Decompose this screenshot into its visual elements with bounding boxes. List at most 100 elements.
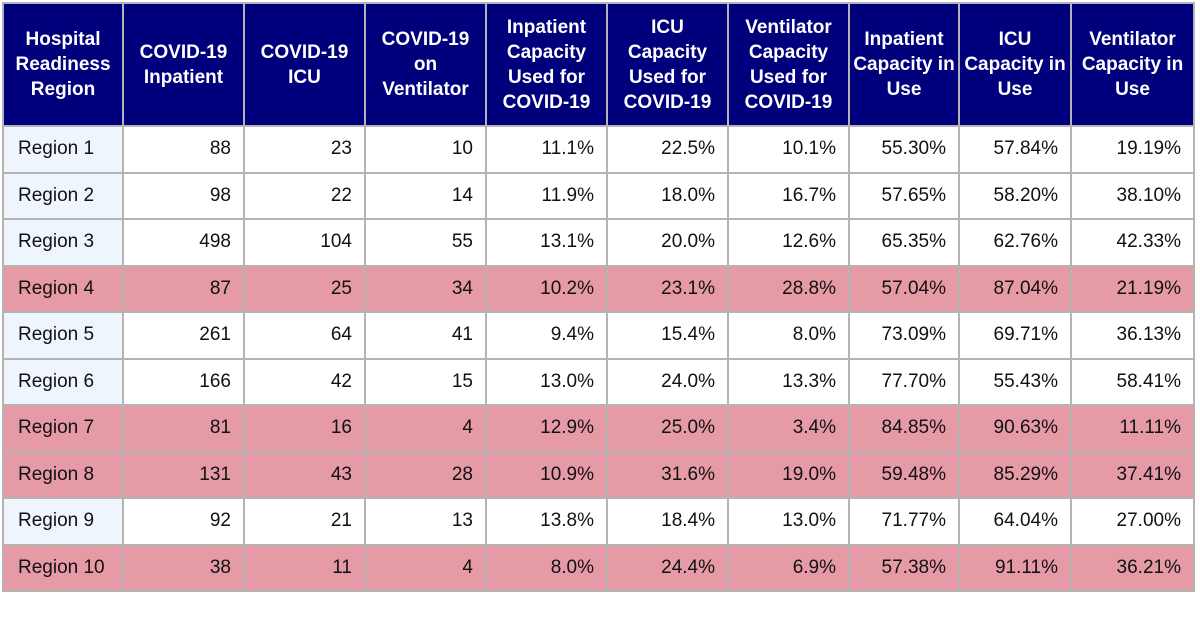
value-cell: 31.6% xyxy=(606,450,729,499)
value-cell: 98 xyxy=(122,171,245,220)
region-cell: Region 6 xyxy=(2,357,124,406)
value-cell: 11.1% xyxy=(485,125,608,174)
column-header: Ventilator Capacity in Use xyxy=(1070,2,1195,127)
value-cell: 21.19% xyxy=(1070,264,1195,313)
value-cell: 15.4% xyxy=(606,311,729,360)
value-cell: 37.41% xyxy=(1070,450,1195,499)
value-cell: 16 xyxy=(243,404,366,453)
value-cell: 14 xyxy=(364,171,487,220)
table-row: Region 9 92 21 13 13.8% 18.4% 13.0% 71.77% 64.04… xyxy=(2,497,1195,546)
region-cell: Region 5 xyxy=(2,311,124,360)
column-header: COVID-19 Inpatient xyxy=(122,2,245,127)
readiness-table: Hospital Readiness Region COVID-19 Inpati… xyxy=(2,2,1195,592)
value-cell: 13.1% xyxy=(485,218,608,267)
column-header: COVID-19 on Ventilator xyxy=(364,2,487,127)
table-row: Region 6 166 42 15 13.0% 24.0% 13.3% 77.70% 55.4… xyxy=(2,357,1195,406)
value-cell: 18.0% xyxy=(606,171,729,220)
value-cell: 28 xyxy=(364,450,487,499)
value-cell: 65.35% xyxy=(848,218,960,267)
region-cell: Region 2 xyxy=(2,171,124,220)
value-cell: 13.0% xyxy=(485,357,608,406)
table-row: Region 2 98 22 14 11.9% 18.0% 16.7% 57.65% 58.20… xyxy=(2,171,1195,220)
value-cell: 87.04% xyxy=(958,264,1072,313)
value-cell: 18.4% xyxy=(606,497,729,546)
value-cell: 57.84% xyxy=(958,125,1072,174)
value-cell: 36.13% xyxy=(1070,311,1195,360)
value-cell: 59.48% xyxy=(848,450,960,499)
value-cell: 10.9% xyxy=(485,450,608,499)
region-cell: Region 9 xyxy=(2,497,124,546)
value-cell: 22.5% xyxy=(606,125,729,174)
value-cell: 42.33% xyxy=(1070,218,1195,267)
value-cell: 3.4% xyxy=(727,404,850,453)
region-cell: Region 7 xyxy=(2,404,124,453)
value-cell: 10 xyxy=(364,125,487,174)
value-cell: 69.71% xyxy=(958,311,1072,360)
value-cell: 8.0% xyxy=(727,311,850,360)
region-cell: Region 3 xyxy=(2,218,124,267)
value-cell: 25.0% xyxy=(606,404,729,453)
value-cell: 91.11% xyxy=(958,543,1072,592)
value-cell: 36.21% xyxy=(1070,543,1195,592)
value-cell: 15 xyxy=(364,357,487,406)
column-header: Inpatient Capacity Used for COVID-19 xyxy=(485,2,608,127)
value-cell: 28.8% xyxy=(727,264,850,313)
value-cell: 19.19% xyxy=(1070,125,1195,174)
value-cell: 261 xyxy=(122,311,245,360)
column-header: ICU Capacity Used for COVID-19 xyxy=(606,2,729,127)
table-row: Region 3 498 104 55 13.1% 20.0% 12.6% 65.35% 62.… xyxy=(2,218,1195,267)
value-cell: 58.41% xyxy=(1070,357,1195,406)
value-cell: 25 xyxy=(243,264,366,313)
value-cell: 71.77% xyxy=(848,497,960,546)
value-cell: 19.0% xyxy=(727,450,850,499)
value-cell: 20.0% xyxy=(606,218,729,267)
value-cell: 92 xyxy=(122,497,245,546)
value-cell: 62.76% xyxy=(958,218,1072,267)
value-cell: 64.04% xyxy=(958,497,1072,546)
value-cell: 55 xyxy=(364,218,487,267)
value-cell: 11.9% xyxy=(485,171,608,220)
table-row: Region 10 38 11 4 8.0% 24.4% 6.9% 57.38% 91.11% 3… xyxy=(2,543,1195,592)
value-cell: 10.2% xyxy=(485,264,608,313)
value-cell: 22 xyxy=(243,171,366,220)
value-cell: 16.7% xyxy=(727,171,850,220)
value-cell: 104 xyxy=(243,218,366,267)
table-row: Region 5 261 64 41 9.4% 15.4% 8.0% 73.09% 69.71%… xyxy=(2,311,1195,360)
value-cell: 21 xyxy=(243,497,366,546)
region-cell: Region 4 xyxy=(2,264,124,313)
value-cell: 42 xyxy=(243,357,366,406)
value-cell: 4 xyxy=(364,543,487,592)
value-cell: 55.30% xyxy=(848,125,960,174)
value-cell: 90.63% xyxy=(958,404,1072,453)
value-cell: 23 xyxy=(243,125,366,174)
column-header: Ventilator Capacity Used for COVID-19 xyxy=(727,2,850,127)
table-row: Region 7 81 16 4 12.9% 25.0% 3.4% 84.85% 90.63% 1… xyxy=(2,404,1195,453)
value-cell: 73.09% xyxy=(848,311,960,360)
value-cell: 13.8% xyxy=(485,497,608,546)
value-cell: 10.1% xyxy=(727,125,850,174)
value-cell: 27.00% xyxy=(1070,497,1195,546)
value-cell: 84.85% xyxy=(848,404,960,453)
column-header: Hospital Readiness Region xyxy=(2,2,124,127)
value-cell: 4 xyxy=(364,404,487,453)
value-cell: 87 xyxy=(122,264,245,313)
region-cell: Region 8 xyxy=(2,450,124,499)
table-row: Region 8 131 43 28 10.9% 31.6% 19.0% 59.48% 85.2… xyxy=(2,450,1195,499)
table-row: Region 1 88 23 10 11.1% 22.5% 10.1% 55.30% 57.84… xyxy=(2,125,1195,174)
value-cell: 55.43% xyxy=(958,357,1072,406)
value-cell: 8.0% xyxy=(485,543,608,592)
region-cell: Region 1 xyxy=(2,125,124,174)
header-row: Hospital Readiness Region COVID-19 Inpati… xyxy=(2,2,1195,127)
value-cell: 24.0% xyxy=(606,357,729,406)
value-cell: 13.3% xyxy=(727,357,850,406)
value-cell: 58.20% xyxy=(958,171,1072,220)
value-cell: 498 xyxy=(122,218,245,267)
value-cell: 12.9% xyxy=(485,404,608,453)
value-cell: 85.29% xyxy=(958,450,1072,499)
value-cell: 13 xyxy=(364,497,487,546)
value-cell: 12.6% xyxy=(727,218,850,267)
column-header: Inpatient Capacity in Use xyxy=(848,2,960,127)
value-cell: 166 xyxy=(122,357,245,406)
value-cell: 38.10% xyxy=(1070,171,1195,220)
